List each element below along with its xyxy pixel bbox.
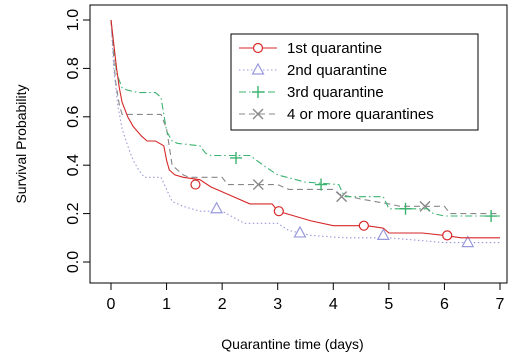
series-marker-x [252,108,264,120]
series-marker-plus [230,151,243,164]
axis-ticks: 0 1 2 3 4 5 6 7 0.0 0.2 0.4 0.6 0.8 1.0 [65,9,505,313]
series-3 [110,19,500,223]
x-tick-label: 4 [329,296,338,313]
series-line [110,19,500,244]
legend-label: 2nd quarantine [287,62,387,79]
y-tick-label: 0.8 [65,57,82,79]
series-marker-circle [442,230,453,241]
series-4 [110,19,500,215]
x-tick-label: 5 [384,296,393,313]
legend: 1st quarantine 2nd quarantine 3rd quaranti… [230,33,479,131]
series-marker-triangle [210,201,224,214]
series-marker-triangle [251,62,265,75]
legend-label: 3rd quarantine [287,84,384,101]
legend-label: 1st quarantine [287,40,382,57]
series-marker-circle [273,206,284,217]
series-line [110,19,500,239]
plot-frame [89,4,508,284]
series-line [110,19,500,215]
series-2 [110,19,500,248]
series-marker-circle [252,42,264,54]
series-marker-triangle [293,225,307,238]
legend-entry: 4 or more quarantines [239,106,434,123]
y-tick-label: 0.0 [65,251,82,273]
series-marker-triangle [461,235,475,248]
series-marker-circle [358,220,369,231]
legend-label: 4 or more quarantines [287,106,434,123]
legend-entry: 3rd quarantine [239,84,384,101]
x-axis-title: Quarantine time (days) [221,336,363,352]
x-tick-label: 3 [273,296,282,313]
legend-entry: 2nd quarantine [239,62,387,79]
y-axis-title: Survival Probability [13,84,29,203]
series-1 [110,19,500,241]
y-tick-label: 0.4 [65,154,82,176]
series-line [110,19,500,217]
series-marker-circle [190,179,201,190]
x-tick-label: 6 [440,296,449,313]
y-tick-label: 1.0 [65,9,82,31]
series-marker-plus [485,210,498,223]
series-marker-plus [252,86,264,98]
series-marker-x [252,179,264,191]
y-tick-label: 0.2 [65,202,82,224]
x-tick-label: 1 [162,296,171,313]
x-tick-label: 0 [107,296,116,313]
series-marker-plus [315,178,328,191]
series-marker-plus [399,202,412,215]
series-group [110,19,500,248]
series-marker-x [336,191,348,203]
y-tick-label: 0.6 [65,106,82,128]
legend-entry: 1st quarantine [239,40,382,57]
series-marker-triangle [376,228,390,240]
x-tick-label: 7 [496,296,505,313]
x-tick-label: 2 [218,296,227,313]
